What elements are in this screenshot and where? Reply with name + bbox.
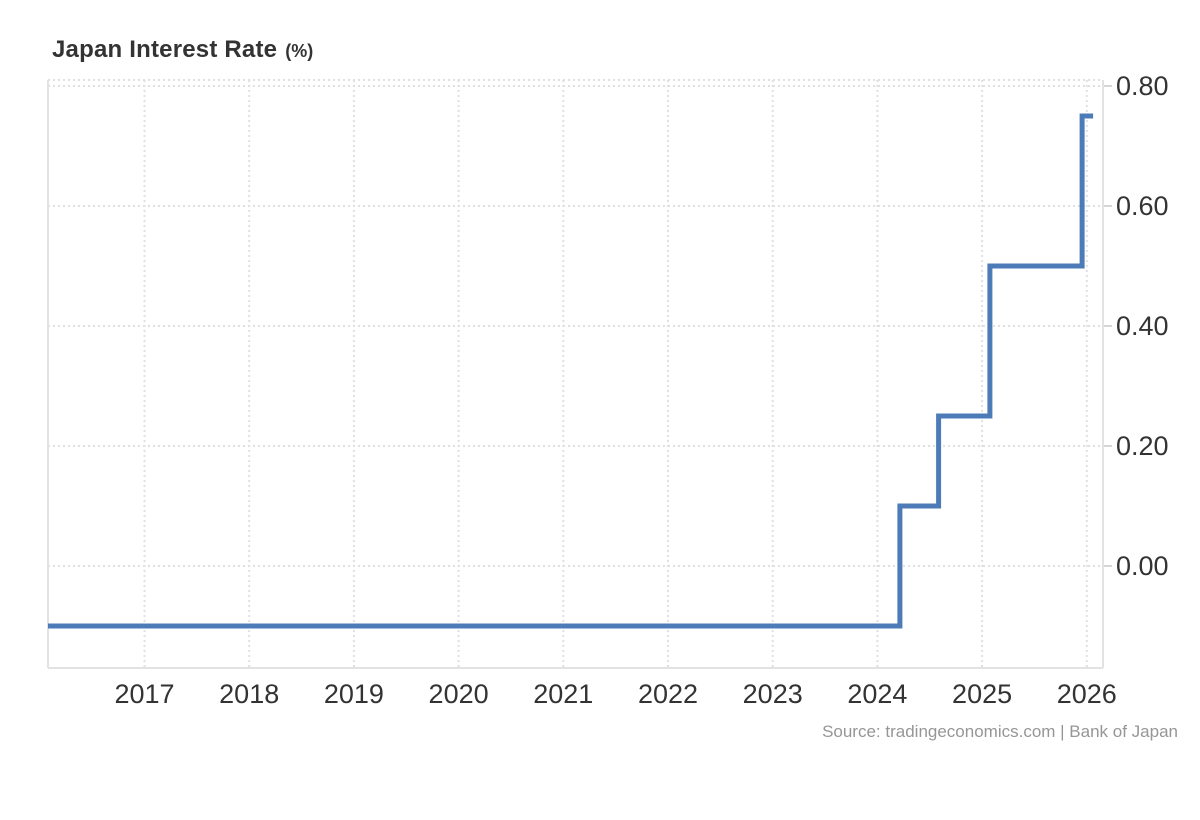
chart-header: Japan Interest Rate (%) — [52, 36, 313, 64]
chart-plot-area[interactable] — [48, 80, 1103, 668]
x-axis-tick-label: 2024 — [847, 679, 907, 709]
x-axis-tick-label: 2020 — [429, 679, 489, 709]
x-axis-tick-label: 2026 — [1057, 679, 1117, 709]
x-axis-tick-label: 2019 — [324, 679, 384, 709]
y-axis-tick-label: 0.20 — [1116, 431, 1169, 461]
source-attribution: Source: tradingeconomics.com | Bank of J… — [822, 722, 1178, 741]
page-title: Japan Interest Rate — [52, 36, 278, 63]
x-axis-tick-label: 2023 — [743, 679, 803, 709]
series-line-japan-interest-rate[interactable] — [48, 113, 1094, 629]
chart-unit-label: (%) — [285, 41, 314, 61]
y-axis-tick-label: 0.00 — [1116, 551, 1169, 581]
y-axis-tick-label: 0.60 — [1116, 191, 1169, 221]
y-axis-tick-label: 0.80 — [1116, 71, 1169, 101]
x-axis-tick-label: 2025 — [952, 679, 1012, 709]
x-axis-tick-label: 2018 — [219, 679, 279, 709]
y-axis-tick-label: 0.40 — [1116, 311, 1169, 341]
x-axis-tick-label: 2022 — [638, 679, 698, 709]
x-axis-tick-label: 2021 — [533, 679, 593, 709]
x-axis-tick-label: 2017 — [114, 679, 174, 709]
